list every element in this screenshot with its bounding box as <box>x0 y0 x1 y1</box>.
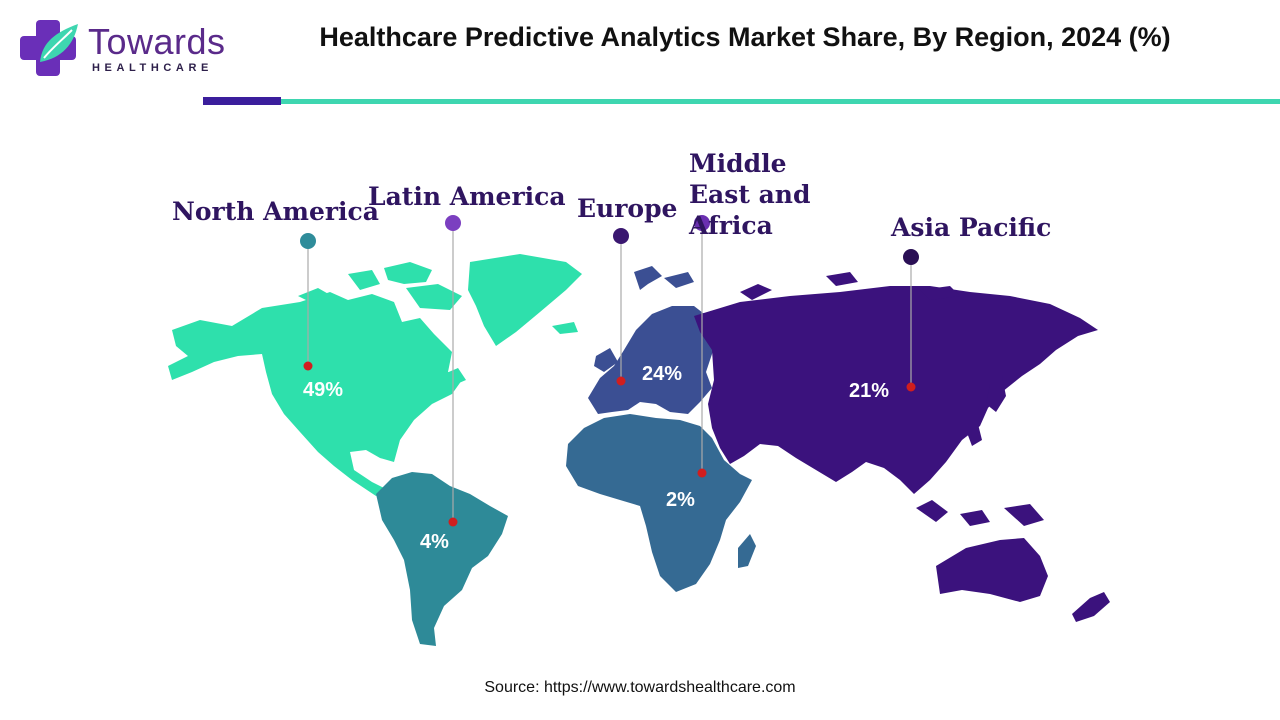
region-shape-europe <box>588 266 714 414</box>
region-markers <box>300 215 919 265</box>
brand-tagline: HEALTHCARE <box>92 62 213 74</box>
marker-north-america <box>300 233 316 249</box>
marker-asia-pacific <box>903 249 919 265</box>
region-shape-latin-america <box>376 472 508 646</box>
region-pins <box>303 361 916 527</box>
region-shape-asia-pacific <box>694 272 1110 622</box>
leader-lines <box>307 224 912 522</box>
region-value-asia-pacific: 21% <box>849 380 890 402</box>
marker-europe <box>613 228 629 244</box>
chart-title: Healthcare Predictive Analytics Market S… <box>319 22 1171 52</box>
marker-middle-east-africa <box>694 215 710 231</box>
towards-healthcare-logo <box>20 20 78 76</box>
brand-name: Towards <box>88 21 226 62</box>
region-shape-middle-east-africa <box>566 414 756 592</box>
region-label-latin-america: Latin America <box>368 182 566 211</box>
region-label-middle-east-africa: Middle East and Africa <box>689 148 839 241</box>
region-label-north-america: North America <box>172 197 379 226</box>
region-value-middle-east-africa: 2% <box>666 489 695 511</box>
marker-latin-america <box>445 215 461 231</box>
region-label-asia-pacific: Asia Pacific <box>891 213 1052 242</box>
region-label-middle-east-africa-text: Middle East and Africa <box>689 149 811 240</box>
region-value-latin-america: 4% <box>420 531 449 553</box>
region-label-europe: Europe <box>577 194 678 223</box>
source-note: Source: https://www.towardshealthcare.co… <box>484 679 796 696</box>
region-value-europe: 24% <box>642 363 683 385</box>
title-rule-accent <box>203 97 281 105</box>
region-shape-north-america <box>168 254 582 496</box>
region-value-north-america: 49% <box>303 379 344 401</box>
title-rule <box>281 99 1280 104</box>
medical-cross-icon <box>20 20 78 76</box>
